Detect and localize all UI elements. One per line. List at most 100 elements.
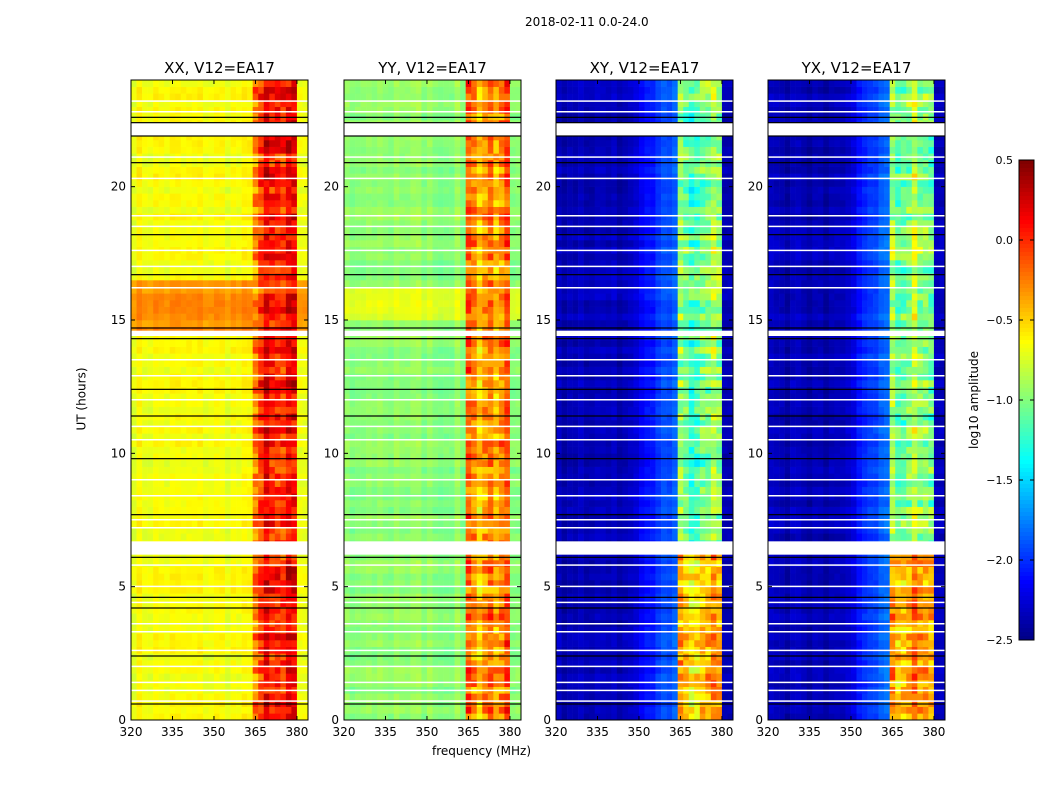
heatmap-cell — [241, 273, 248, 281]
heatmap-cell — [280, 173, 287, 181]
heatmap-cell — [471, 640, 478, 647]
heatmap-cell — [213, 353, 220, 361]
heatmap-cell — [169, 133, 176, 141]
heatmap-cell — [355, 520, 361, 527]
heatmap-cell — [180, 320, 187, 327]
heatmap-cell — [142, 580, 148, 587]
heatmap-cell — [153, 306, 159, 314]
heatmap-cell — [302, 460, 309, 467]
heatmap-cell — [169, 506, 176, 514]
heatmap-cell — [208, 273, 215, 281]
heatmap-cell — [269, 400, 276, 407]
heatmap-cell — [252, 413, 259, 421]
heatmap-cell — [202, 706, 209, 714]
heatmap-cell — [263, 260, 270, 267]
heatmap-cell — [291, 460, 298, 467]
heatmap-cell — [493, 340, 500, 347]
heatmap-cell — [498, 680, 505, 687]
heatmap-cell — [219, 660, 226, 667]
heatmap-cell — [225, 586, 231, 594]
heatmap-cell — [482, 426, 489, 434]
heatmap-cell — [169, 633, 176, 641]
heatmap-cell — [236, 220, 242, 227]
heatmap-cell — [258, 146, 265, 154]
heatmap-cell — [285, 306, 292, 314]
heatmap-cell — [432, 673, 439, 681]
heatmap-cell — [208, 140, 215, 147]
heatmap-cell — [258, 253, 265, 261]
heatmap-cell — [180, 340, 187, 347]
heatmap-cell — [208, 573, 215, 581]
heatmap-cell — [504, 400, 511, 407]
black-row — [131, 596, 308, 598]
heatmap-cell — [410, 573, 417, 581]
heatmap-cell — [399, 493, 406, 501]
heatmap-cell — [438, 640, 444, 647]
heatmap-cell — [302, 513, 309, 521]
heatmap-cell — [302, 466, 309, 474]
heatmap-cell — [225, 560, 231, 567]
heatmap-cell — [393, 713, 400, 721]
heatmap-cell — [230, 493, 237, 501]
heatmap-cell — [136, 713, 143, 721]
heatmap-cell — [258, 446, 265, 454]
heatmap-cell — [509, 500, 516, 507]
heatmap-cell — [355, 526, 361, 534]
heatmap-cell — [164, 600, 171, 607]
heatmap-cell — [371, 493, 378, 501]
heatmap-cell — [460, 340, 466, 347]
heatmap-cell — [449, 626, 455, 634]
black-row — [131, 514, 308, 516]
heatmap-cell — [291, 580, 298, 587]
heatmap-cell — [487, 426, 494, 434]
heatmap-cell — [263, 280, 270, 287]
heatmap-cell — [147, 180, 154, 187]
heatmap-cell — [258, 173, 265, 181]
heatmap-cell — [487, 386, 494, 394]
heatmap-cell — [476, 420, 483, 427]
heatmap-cell — [164, 133, 171, 141]
heatmap-cell — [487, 713, 494, 721]
heatmap-cell — [142, 606, 148, 614]
heatmap-cell — [388, 366, 395, 374]
heatmap-cell — [274, 446, 281, 454]
heatmap-cell — [191, 460, 198, 467]
heatmap-cell — [280, 353, 287, 361]
heatmap-cell — [175, 480, 182, 487]
heatmap-cell — [515, 513, 522, 521]
heatmap-cell — [399, 360, 406, 367]
heatmap-cell — [131, 200, 137, 207]
heatmap-cell — [487, 640, 494, 647]
heatmap-cell — [377, 573, 384, 581]
heatmap-cell — [302, 86, 309, 94]
heatmap-cell — [302, 666, 309, 674]
heatmap-cell — [269, 566, 276, 574]
heatmap-cell — [471, 380, 478, 387]
heatmap-cell — [131, 533, 137, 541]
heatmap-cell — [371, 393, 378, 401]
heatmap-cell — [191, 473, 198, 481]
heatmap-cell — [180, 660, 187, 667]
heatmap-cell — [291, 653, 298, 661]
heatmap-cell — [509, 680, 516, 687]
heatmap-cell — [504, 346, 511, 354]
heatmap-cell — [366, 493, 372, 501]
heatmap-cell — [158, 80, 165, 87]
heatmap-cell — [241, 326, 248, 334]
heatmap-cell — [388, 440, 395, 447]
heatmap-cell — [269, 393, 276, 401]
heatmap-cell — [219, 186, 226, 194]
heatmap-cell — [269, 266, 276, 274]
heatmap-cell — [136, 273, 143, 281]
heatmap-cell — [142, 80, 148, 87]
heatmap-cell — [208, 560, 215, 567]
heatmap-cell — [213, 673, 220, 681]
heatmap-cell — [230, 206, 237, 214]
heatmap-cell — [263, 480, 270, 487]
heatmap-cell — [225, 393, 231, 401]
heatmap-cell — [225, 420, 231, 427]
heatmap-cell — [504, 466, 511, 474]
heatmap-cell — [225, 300, 231, 307]
heatmap-cell — [247, 146, 253, 154]
heatmap-cell — [460, 453, 466, 461]
